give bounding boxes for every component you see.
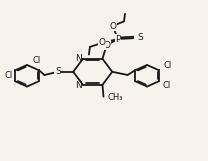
Text: Cl: Cl xyxy=(164,62,172,71)
Text: Cl: Cl xyxy=(32,56,40,65)
Text: CH₃: CH₃ xyxy=(107,93,123,102)
Text: N: N xyxy=(75,81,82,90)
Text: Cl: Cl xyxy=(163,81,171,90)
Text: N: N xyxy=(75,54,82,63)
Text: S: S xyxy=(55,67,61,76)
Text: Cl: Cl xyxy=(5,71,13,80)
Text: O: O xyxy=(103,41,110,50)
Text: O: O xyxy=(109,22,116,31)
Text: O: O xyxy=(98,38,105,47)
Text: P: P xyxy=(115,34,121,43)
Text: S: S xyxy=(138,33,144,42)
